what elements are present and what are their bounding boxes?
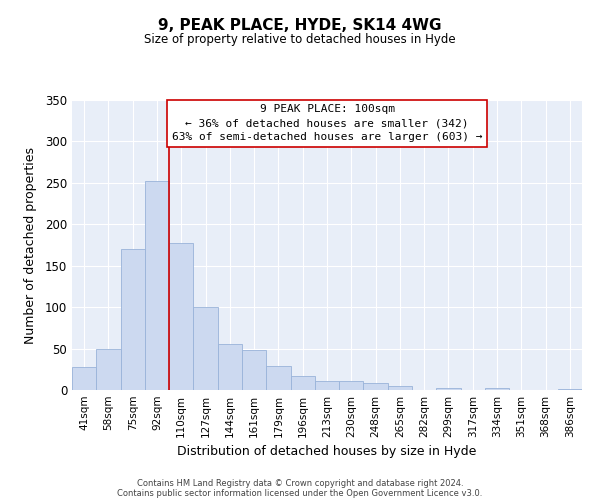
Bar — [436, 388, 461, 390]
Bar — [315, 381, 339, 390]
Bar — [169, 242, 193, 390]
Bar — [121, 249, 145, 390]
Bar — [364, 384, 388, 390]
Bar — [290, 376, 315, 390]
Text: Contains public sector information licensed under the Open Government Licence v3: Contains public sector information licen… — [118, 488, 482, 498]
Bar — [96, 348, 121, 390]
Bar — [218, 344, 242, 390]
Text: Size of property relative to detached houses in Hyde: Size of property relative to detached ho… — [144, 32, 456, 46]
Bar — [485, 388, 509, 390]
Bar — [145, 181, 169, 390]
Bar — [193, 307, 218, 390]
Bar — [339, 381, 364, 390]
X-axis label: Distribution of detached houses by size in Hyde: Distribution of detached houses by size … — [178, 446, 476, 458]
Text: 9, PEAK PLACE, HYDE, SK14 4WG: 9, PEAK PLACE, HYDE, SK14 4WG — [158, 18, 442, 32]
Y-axis label: Number of detached properties: Number of detached properties — [23, 146, 37, 344]
Bar — [558, 389, 582, 390]
Bar — [72, 367, 96, 390]
Bar — [388, 386, 412, 390]
Text: 9 PEAK PLACE: 100sqm
← 36% of detached houses are smaller (342)
63% of semi-deta: 9 PEAK PLACE: 100sqm ← 36% of detached h… — [172, 104, 482, 142]
Text: Contains HM Land Registry data © Crown copyright and database right 2024.: Contains HM Land Registry data © Crown c… — [137, 478, 463, 488]
Bar — [266, 366, 290, 390]
Bar — [242, 350, 266, 390]
